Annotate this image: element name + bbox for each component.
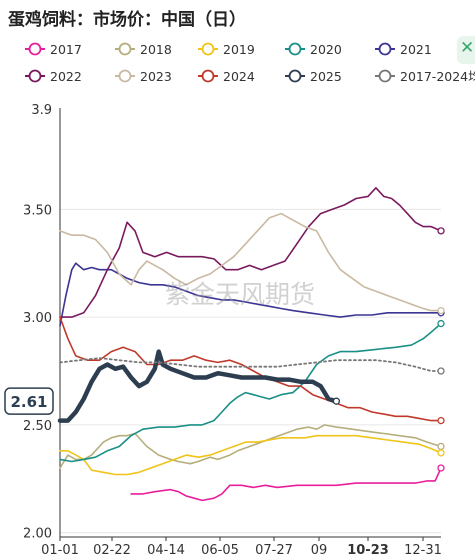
y-tick-label: 3.00	[23, 311, 52, 326]
legend-label: 2021	[400, 42, 432, 57]
legend-label: 2019	[223, 42, 255, 57]
legend-marker	[288, 69, 302, 83]
series-line-2018	[59, 424, 442, 469]
y-tick-label: 3.50	[23, 203, 52, 218]
series-line-2024	[59, 316, 442, 422]
series-line-2017	[130, 467, 442, 502]
x-tick-label: 01-01	[41, 543, 79, 558]
series-end-marker	[437, 227, 445, 235]
series-end-marker	[437, 442, 445, 451]
y-tick-label: 3.9	[31, 103, 52, 118]
watermark: 紫金天风期货	[165, 280, 315, 309]
series-line-2021	[59, 262, 442, 327]
legend-label: 2022	[50, 69, 82, 84]
series-line-2019	[59, 434, 442, 476]
series-end-marker	[332, 397, 341, 405]
legend-marker	[28, 69, 42, 83]
series-line-2020	[59, 322, 442, 463]
x-tick-label: 02-22	[93, 543, 131, 558]
legend-marker	[378, 69, 392, 83]
current-value-badge	[4, 387, 54, 415]
x-tick-label: 06-05	[201, 543, 239, 558]
x-tick-label: 12-31	[404, 543, 442, 558]
legend-label: 2020	[310, 42, 342, 57]
legend-marker	[201, 69, 215, 83]
series-end-marker	[437, 464, 445, 472]
close-x-icon[interactable]: ✕	[460, 38, 475, 58]
legend-marker	[28, 42, 42, 56]
series-end-marker	[437, 416, 445, 425]
chart-title: 蛋鸡饲料：市场价：中国（日）	[8, 10, 246, 30]
series-end-marker	[437, 449, 445, 457]
x-tick-label: 10-23	[347, 543, 389, 558]
legend-label: 2024	[223, 69, 255, 84]
legend-label: 2018	[140, 42, 172, 57]
corner-badge[interactable]: ✕	[457, 36, 475, 64]
y-tick-label: 2.50	[23, 419, 52, 434]
series-line-2022	[59, 187, 442, 318]
legend-marker	[118, 69, 132, 83]
current-value-label: 2.61	[10, 393, 47, 411]
legend-marker	[378, 42, 392, 56]
legend-marker	[288, 42, 302, 56]
series-line-2025	[57, 349, 339, 423]
series-line-2023	[59, 212, 442, 312]
legend-marker	[201, 42, 215, 56]
x-tick-label: 07-27	[255, 543, 293, 558]
series-end-marker	[437, 367, 445, 375]
y-tick-label: 2.00	[23, 527, 52, 542]
legend-label: 2023	[140, 69, 172, 84]
legend-label: 2017	[50, 42, 82, 57]
series-end-marker	[437, 319, 445, 328]
x-tick-label: 09	[311, 543, 328, 558]
legend-marker	[118, 42, 132, 56]
series-end-marker	[437, 306, 445, 315]
series-line-2017-2024均值	[59, 357, 442, 372]
x-tick-label: 04-14	[147, 543, 185, 558]
legend-label: 2025	[310, 69, 342, 84]
legend-label: 2017-2024均值	[400, 69, 475, 84]
